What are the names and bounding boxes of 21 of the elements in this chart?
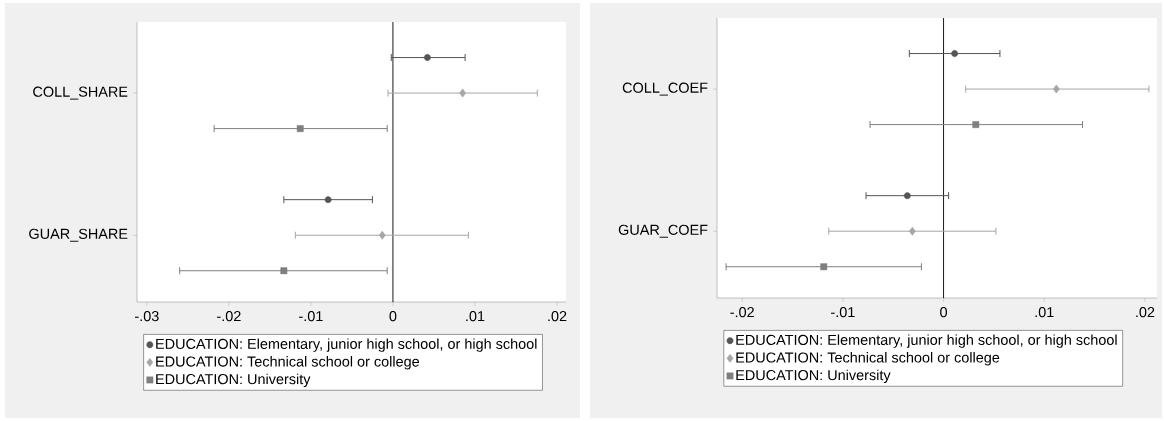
x-tick-label: 0: [389, 311, 397, 322]
y-tick-label: COLL_COEF: [622, 82, 708, 96]
x-tick-label: .01: [466, 311, 485, 322]
legend-label: EDUCATION: University: [736, 369, 891, 384]
legend-label: EDUCATION: University: [156, 373, 311, 388]
legend-label: EDUCATION: Technical school or college: [156, 356, 420, 370]
x-tick-label: 0: [940, 307, 948, 318]
x-tick-label: -.02: [217, 311, 241, 322]
x-tick-label: .01: [1035, 307, 1054, 318]
x-tick-label: .02: [548, 311, 567, 322]
legend-label: EDUCATION: Elementary, junior high school, or high school: [736, 334, 1117, 348]
legend-label: EDUCATION: Elementary, junior high school, or high school: [156, 338, 537, 352]
y-tick-label: COLL_SHARE: [33, 86, 128, 100]
x-tick-label: -.03: [135, 311, 159, 322]
y-tick-label: GUAR_COEF: [618, 224, 708, 238]
x-tick-label: .02: [1136, 307, 1155, 318]
legend-label: EDUCATION: Technical school or college: [736, 352, 1000, 366]
y-tick-label: GUAR_SHARE: [29, 228, 128, 242]
x-tick-label: -.01: [299, 311, 323, 322]
x-tick-label: -.01: [831, 307, 855, 318]
x-tick-label: -.02: [730, 307, 754, 318]
